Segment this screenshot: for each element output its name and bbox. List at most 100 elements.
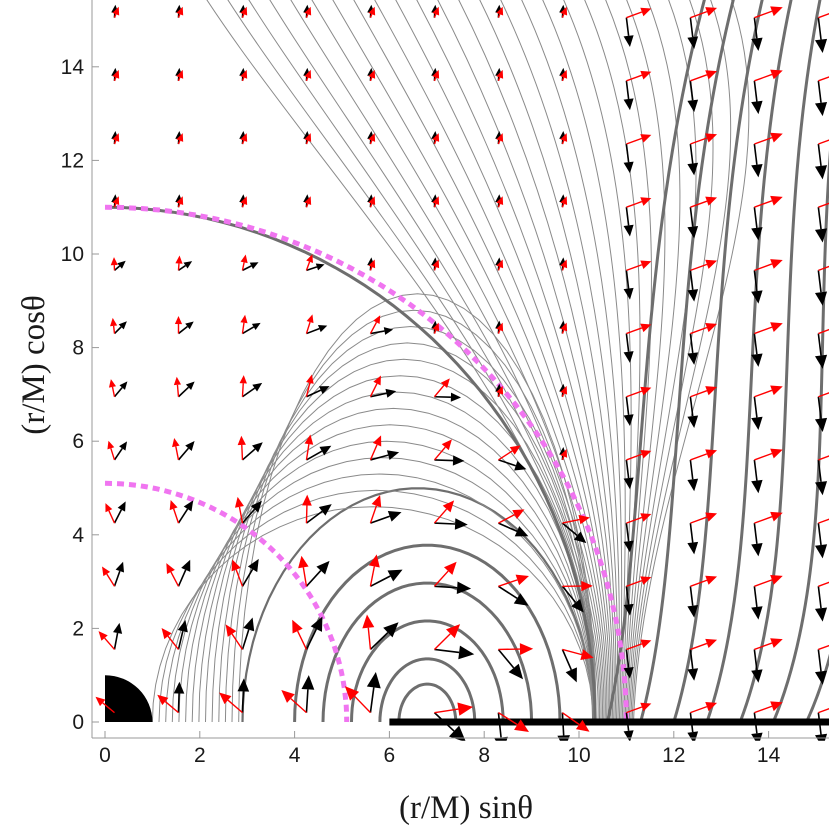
red-vector-arrow-shaft [238, 506, 244, 524]
black-vector-arrow-shaft [497, 712, 502, 738]
red-vector-arrow [498, 643, 534, 655]
red-vector-arrow [626, 386, 652, 398]
red-vector-arrow [818, 328, 829, 335]
red-vector-arrow [754, 511, 783, 524]
black-vector-arrow-shaft [753, 649, 758, 671]
red-vector-arrow [369, 315, 381, 334]
black-vector-arrow [814, 712, 828, 741]
red-vector-arrow-head [173, 376, 182, 386]
axes: 0 2 4 6 8 10 12 14 0 2 4 6 8 10 12 14 [61, 0, 829, 767]
black-vector-arrow-head [751, 100, 763, 115]
black-vector-arrow-head [687, 162, 699, 176]
red-vector-arrow-shaft [113, 77, 117, 82]
black-vector-arrow-shaft [305, 689, 309, 713]
field-line [206, 0, 599, 723]
red-vector-arrow-head [509, 445, 521, 455]
outer-field-line [738, 0, 822, 723]
red-vector-arrow-shaft [754, 516, 773, 524]
red-vector-arrow-head [102, 566, 111, 577]
red-vector-arrow-head [640, 197, 652, 206]
red-vector-arrow-shaft [818, 202, 829, 208]
black-vector-arrow [242, 262, 259, 272]
red-vector-arrow-shaft [626, 516, 643, 524]
red-vector-arrow-head [705, 7, 718, 17]
red-vector-arrow-head [304, 6, 312, 16]
red-vector-arrow-head [176, 69, 184, 79]
red-vector-arrow [433, 500, 455, 524]
black-vector-arrow-head [385, 388, 397, 398]
red-vector-arrow-head [496, 133, 504, 142]
red-vector-arrow-head [110, 257, 118, 266]
red-vector-arrow-head [560, 69, 568, 79]
black-vector-arrow [814, 80, 828, 117]
black-vector-arrow-shaft [753, 586, 758, 608]
red-vector-arrow-shaft [369, 444, 378, 461]
red-vector-arrow-head [581, 580, 593, 592]
red-vector-arrow-shaft [626, 11, 643, 19]
red-vector-arrow [818, 518, 829, 524]
black-vector-arrow [370, 450, 400, 461]
black-vector-arrow-head [456, 581, 472, 595]
red-vector-arrow [432, 259, 440, 271]
red-vector-arrow-shaft [818, 139, 829, 145]
red-vector-arrow-head [770, 575, 783, 585]
red-vector-arrow [304, 6, 312, 18]
red-vector-arrow-head [705, 322, 718, 333]
red-vector-arrow-head [770, 195, 783, 206]
black-vector-arrow [623, 17, 634, 47]
red-vector-arrow [108, 379, 117, 397]
black-vector-arrow-shaft [753, 17, 758, 39]
black-vector-arrow [687, 649, 699, 681]
red-vector-arrow [690, 259, 718, 272]
red-vector-arrow-shaft [176, 384, 180, 397]
black-vector-arrow [751, 459, 763, 494]
black-vector-arrow-head [687, 352, 699, 365]
red-vector-arrow [176, 69, 184, 82]
red-vector-arrow-shaft [626, 327, 643, 335]
red-vector-arrow [368, 554, 380, 587]
black-vector-arrow-head [623, 414, 634, 427]
red-vector-arrow-head [770, 69, 783, 80]
red-vector-arrow [626, 639, 652, 651]
black-vector-arrow [751, 80, 763, 115]
red-vector-arrow [626, 450, 652, 461]
red-vector-arrow [369, 495, 382, 524]
black-vector-arrow-head [751, 732, 763, 741]
black-vector-arrow-head [751, 543, 763, 557]
black-vector-arrow [814, 459, 828, 496]
red-vector-arrow-shaft [561, 393, 565, 397]
red-vector-arrow [298, 555, 309, 587]
red-vector-arrow-head [302, 494, 312, 506]
black-vector-arrow-shaft [817, 270, 822, 293]
black-vector-arrow-head [119, 441, 128, 451]
red-vector-arrow [240, 196, 248, 208]
red-vector-arrow-shaft [369, 13, 373, 18]
red-vector-arrow-head [640, 7, 652, 17]
red-vector-arrow-shaft [433, 266, 437, 271]
black-vector-arrow-shaft [689, 270, 694, 290]
black-vector-arrow-shaft [689, 586, 694, 606]
red-vector-arrow-shaft [754, 263, 773, 272]
x-tick-label: 12 [662, 744, 685, 767]
black-vector-arrow [561, 585, 584, 613]
black-vector-arrow [113, 381, 128, 398]
black-vector-arrow-head [687, 478, 699, 492]
black-vector-arrow-shaft [370, 330, 385, 335]
red-vector-arrow-head [281, 689, 295, 703]
black-vector-arrow-head [243, 617, 255, 632]
red-vector-arrow-head [176, 6, 184, 16]
black-vector-arrow-head [115, 561, 125, 573]
black-vector-arrow-shaft [689, 396, 694, 417]
red-vector-arrow [176, 6, 184, 18]
black-vector-arrow [623, 143, 634, 174]
red-vector-arrow-shaft [110, 448, 116, 461]
field-line [311, 0, 606, 723]
red-vector-arrow-head [640, 450, 652, 459]
red-vector-arrow [157, 694, 179, 714]
black-vector-arrow-shaft [625, 17, 630, 36]
y-tick-label: 12 [61, 149, 84, 172]
black-vector-arrow-head [318, 504, 332, 516]
black-vector-arrow [237, 678, 250, 713]
black-vector-arrow-head [814, 165, 828, 180]
red-vector-arrow [818, 139, 829, 145]
